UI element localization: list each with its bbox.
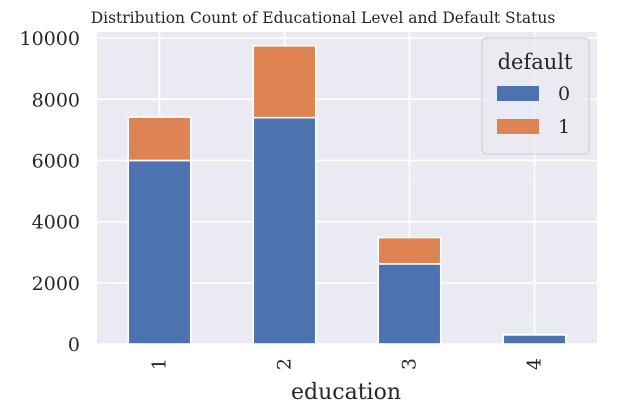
x-tick-label: 3 — [399, 358, 421, 370]
x-axis-label: education — [291, 380, 401, 405]
bar-segment-3-default-0 — [377, 263, 442, 345]
y-tick-label: 2000 — [32, 273, 80, 295]
legend-swatch-0 — [497, 86, 539, 101]
y-tick-label: 8000 — [32, 89, 80, 111]
chart-title: Distribution Count of Educational Level … — [91, 9, 556, 27]
legend-swatch-1 — [497, 119, 539, 134]
x-tick-label: 4 — [524, 358, 546, 370]
legend-items: 01 — [497, 83, 570, 138]
bar-segment-2-default-1 — [252, 44, 317, 119]
y-tick-label: 10000 — [20, 28, 80, 50]
legend: default 01 — [481, 37, 590, 155]
bars — [127, 44, 567, 345]
y-tick-label: 0 — [68, 334, 80, 356]
bar-segment-4-default-0 — [502, 334, 567, 345]
y-tick-label: 6000 — [32, 150, 80, 172]
bar-segment-1-default-1 — [127, 116, 192, 162]
x-tick-label: 1 — [149, 358, 171, 370]
x-tick-label: 2 — [274, 358, 296, 370]
bar-segment-2-default-0 — [252, 116, 317, 345]
y-tick-label: 4000 — [32, 212, 80, 234]
legend-label-0: 0 — [558, 83, 570, 105]
legend-label-1: 1 — [558, 116, 570, 138]
bar-segment-1-default-0 — [127, 159, 192, 345]
bar-segment-3-default-1 — [377, 236, 442, 265]
y-axis-ticks: 0 2000 4000 6000 8000 10000 — [20, 28, 80, 356]
legend-title: default — [498, 50, 573, 74]
x-axis-ticks: 1 2 3 4 — [149, 358, 546, 370]
